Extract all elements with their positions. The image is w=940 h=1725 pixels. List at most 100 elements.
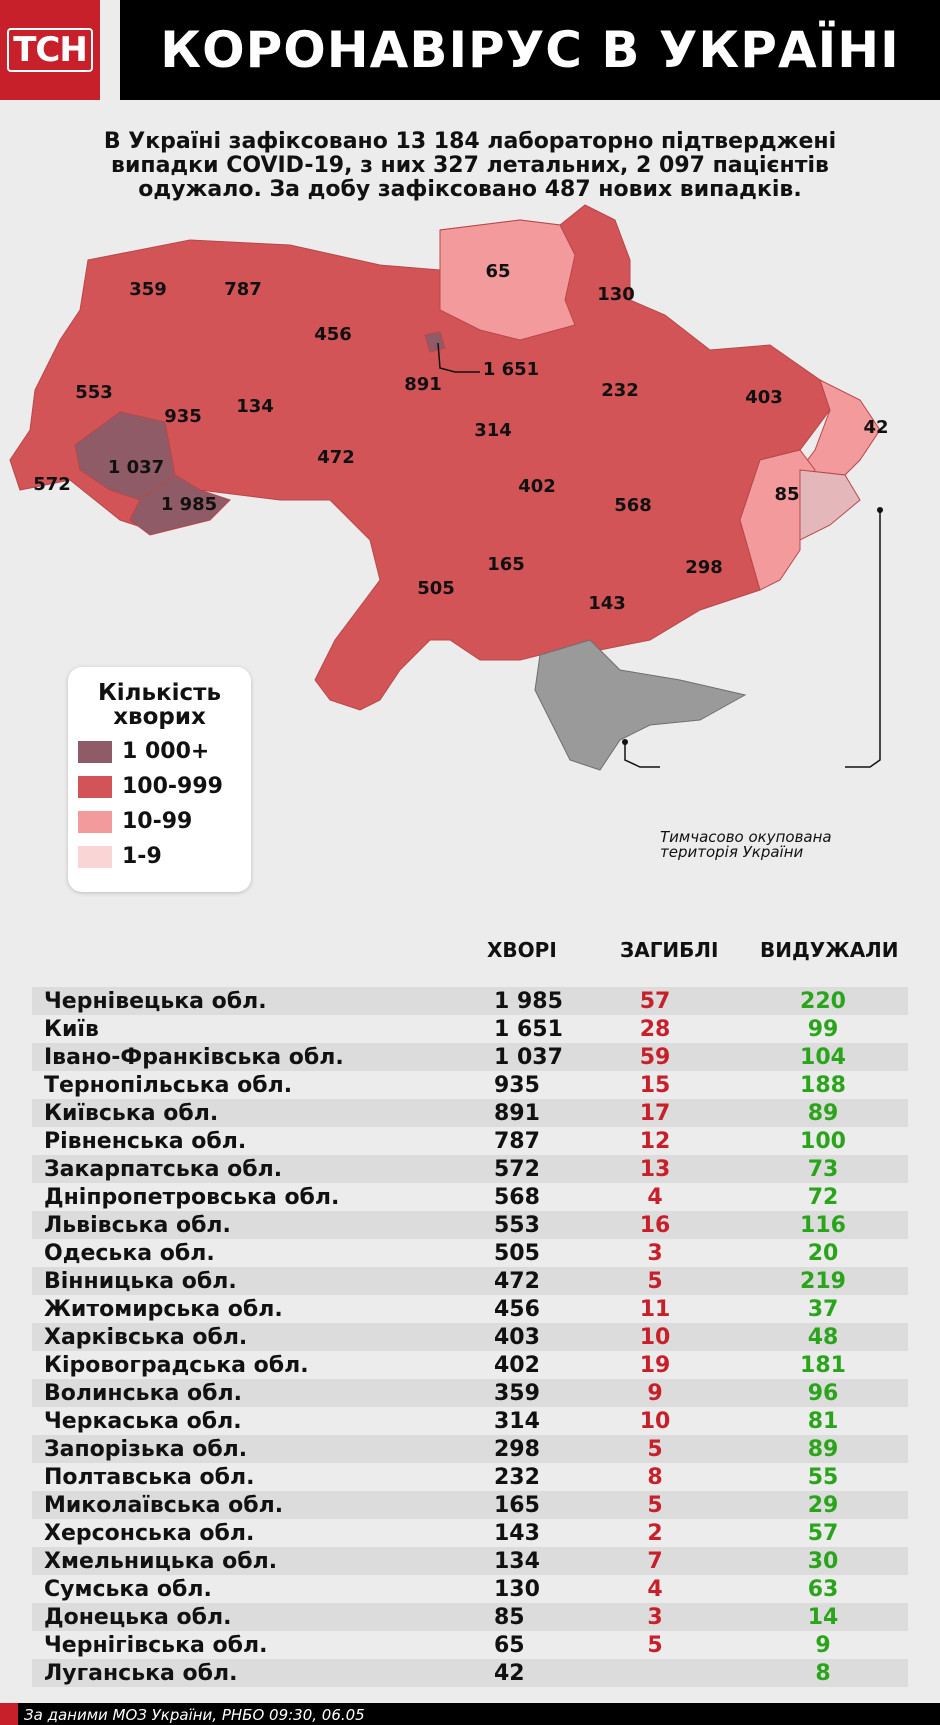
map-label-sumy: 130 <box>597 284 635 305</box>
region-name: Сумська обл. <box>44 1576 212 1602</box>
region-name: Рівненська обл. <box>44 1128 247 1154</box>
map-label-kyiv-city: 1 651 <box>483 359 539 380</box>
legend-label: 100-999 <box>122 774 223 799</box>
cases-value: 165 <box>494 1492 540 1518</box>
region-name: Івано-Франківська обл. <box>44 1044 344 1070</box>
recovered-value: 116 <box>800 1212 846 1238</box>
logo-text: TCH <box>7 28 93 72</box>
legend-swatch <box>78 845 112 868</box>
table-row: Сумська обл. 130 4 63 <box>32 1575 908 1603</box>
region-name: Київська обл. <box>44 1100 219 1126</box>
region-name: Запорізька обл. <box>44 1436 248 1462</box>
region-name: Закарпатська обл. <box>44 1156 283 1182</box>
recovered-value: 89 <box>807 1100 839 1126</box>
map-label-poltava: 232 <box>601 380 639 401</box>
map-label-odesa: 505 <box>417 578 455 599</box>
recovered-value: 100 <box>800 1128 846 1154</box>
occupied-dot-crimea <box>622 739 628 745</box>
deaths-value: 17 <box>639 1100 671 1126</box>
recovered-value: 29 <box>807 1492 839 1518</box>
region-name: Луганська обл. <box>44 1660 238 1686</box>
cases-value: 65 <box>494 1632 525 1658</box>
cases-value: 891 <box>494 1100 540 1126</box>
cases-value: 553 <box>494 1212 540 1238</box>
map-occupied-east <box>799 469 861 541</box>
cases-value: 505 <box>494 1240 540 1266</box>
cases-value: 85 <box>494 1604 525 1630</box>
map-label-rivne: 787 <box>224 279 262 300</box>
map-label-zhytomyr: 456 <box>314 324 352 345</box>
legend-swatch <box>78 810 112 833</box>
map-label-zaporizhzhia: 298 <box>685 557 723 578</box>
table-row: Луганська обл. 42 8 <box>32 1659 908 1687</box>
footer-accent <box>0 1703 18 1725</box>
table-row: Хмельницька обл. 134 7 30 <box>32 1547 908 1575</box>
deaths-value: 19 <box>639 1352 671 1378</box>
map-region-kyiv-city <box>424 331 446 353</box>
map-label-kharkiv: 403 <box>745 387 783 408</box>
deaths-value: 4 <box>647 1576 663 1602</box>
map-label-dnipro: 568 <box>614 495 652 516</box>
stats-table: Чернівецька обл. 1 985 57 220 Київ 1 651 28 99 І… <box>32 987 908 1687</box>
table-row: Запорізька обл. 298 5 89 <box>32 1435 908 1463</box>
table-row: Чернігівська обл. 65 5 9 <box>32 1631 908 1659</box>
map-crimea <box>534 639 747 771</box>
cases-value: 572 <box>494 1156 540 1182</box>
deaths-value: 5 <box>647 1632 663 1658</box>
map-label-kyiv-oblast: 891 <box>404 374 442 395</box>
region-name: Кіровоградська обл. <box>44 1352 309 1378</box>
kyiv-leader-line <box>437 342 480 373</box>
cases-value: 359 <box>494 1380 540 1406</box>
region-name: Дніпропетровська обл. <box>44 1184 340 1210</box>
tsn-logo: TCH <box>0 0 100 100</box>
map-label-ivano-frankivsk: 1 037 <box>108 457 164 478</box>
cases-value: 232 <box>494 1464 540 1490</box>
deaths-value: 3 <box>647 1240 663 1266</box>
recovered-value: 55 <box>807 1464 839 1490</box>
title-bar: КОРОНАВІРУС В УКРАЇНІ <box>120 0 940 100</box>
table-row: Кіровоградська обл. 402 19 181 <box>32 1351 908 1379</box>
recovered-value: 37 <box>807 1296 839 1322</box>
deaths-value: 5 <box>647 1436 663 1462</box>
cases-value: 1 651 <box>494 1016 563 1042</box>
region-name: Херсонська обл. <box>44 1520 255 1546</box>
recovered-value: 9 <box>815 1632 831 1658</box>
recovered-value: 8 <box>815 1660 831 1686</box>
map-legend: Кількість хворих 1 000+ 100-999 10-99 1-… <box>68 667 251 892</box>
deaths-value: 57 <box>639 988 671 1014</box>
cases-value: 42 <box>494 1660 525 1686</box>
recovered-value: 57 <box>807 1520 839 1546</box>
table-row: Київська обл. 891 17 89 <box>32 1099 908 1127</box>
table-row: Закарпатська обл. 572 13 73 <box>32 1155 908 1183</box>
ukraine-map: 359 787 456 65 130 1 651 553 935 134 891 232 403 42 3… <box>9 204 889 771</box>
deaths-value: 7 <box>647 1548 663 1574</box>
cases-value: 130 <box>494 1576 540 1602</box>
deaths-value: 9 <box>647 1380 663 1406</box>
recovered-value: 63 <box>807 1576 839 1602</box>
table-row: Херсонська обл. 143 2 57 <box>32 1519 908 1547</box>
map-region-chernihiv <box>439 219 576 341</box>
summary-text: В Україні зафіксовано 13 184 лабораторно… <box>103 129 837 202</box>
region-name: Одеська обл. <box>44 1240 215 1266</box>
recovered-value: 81 <box>807 1408 839 1434</box>
map-label-chernihiv: 65 <box>485 261 510 282</box>
occupied-leader-crimea <box>624 742 660 768</box>
cases-value: 314 <box>494 1408 540 1434</box>
map-label-donetsk: 85 <box>774 484 799 505</box>
recovered-value: 73 <box>807 1156 839 1182</box>
legend-item: 100-999 <box>78 774 251 799</box>
deaths-value: 13 <box>639 1156 671 1182</box>
table-row: Івано-Франківська обл. 1 037 59 104 <box>32 1043 908 1071</box>
recovered-value: 89 <box>807 1436 839 1462</box>
table-row: Черкаська обл. 314 10 81 <box>32 1407 908 1435</box>
deaths-value: 10 <box>639 1324 671 1350</box>
occupied-territory-label: Тимчасово окупована територія України <box>660 828 832 861</box>
deaths-value: 28 <box>639 1016 671 1042</box>
map-label-lviv: 553 <box>75 382 113 403</box>
region-name: Миколаївська обл. <box>44 1492 284 1518</box>
table-row: Львівська обл. 553 16 116 <box>32 1211 908 1239</box>
region-name: Донецька обл. <box>44 1604 232 1630</box>
table-row: Донецька обл. 85 3 14 <box>32 1603 908 1631</box>
recovered-value: 20 <box>807 1240 839 1266</box>
legend-label: 1-9 <box>122 844 162 869</box>
